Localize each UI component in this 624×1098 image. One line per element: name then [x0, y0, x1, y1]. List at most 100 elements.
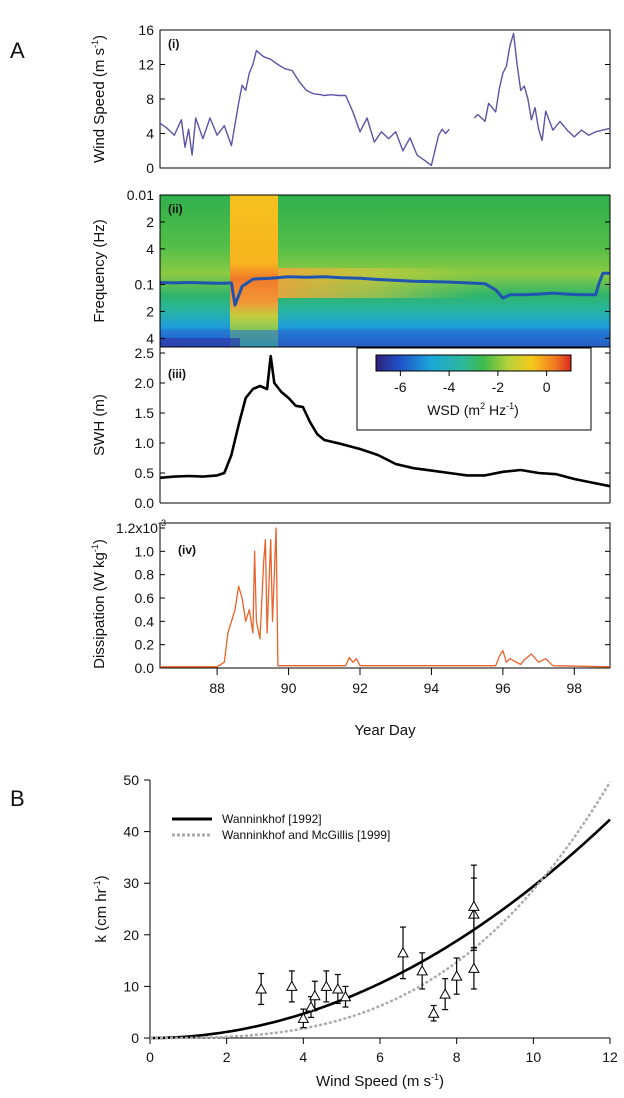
- dissipation-panel-label: (iv): [178, 543, 196, 557]
- dissipation-y-tick-label: 1.2x10-3: [116, 518, 166, 536]
- spectrogram-panel: (ii) 0.01 2 4 0.1 2 4 Frequency (Hz): [91, 187, 611, 348]
- data-point-triangle: [331, 982, 344, 994]
- gas-y-tick-label: 20: [123, 927, 139, 943]
- year-day-tick-label: 88: [209, 680, 225, 696]
- gas-x-tick-label: 0: [146, 1049, 154, 1065]
- legend-wm99-label: Wanninkhof and McGillis [1999]: [222, 828, 390, 842]
- data-point-triangle: [450, 970, 463, 981]
- panel-letter-a: A: [10, 38, 25, 63]
- data-point-triangle: [427, 1007, 440, 1018]
- year-day-tick-label: 94: [424, 680, 440, 696]
- gas-y-tick-label: 50: [123, 772, 139, 788]
- colorbar-label: WSD (m2 Hz-1): [427, 401, 519, 418]
- colorbar-gradient: [375, 354, 572, 372]
- data-point-triangle: [305, 1001, 317, 1012]
- wanninkhof-1992-curve: [150, 818, 611, 1040]
- swh-y-tick-label: 2.5: [135, 345, 155, 361]
- year-day-tick-label: 98: [566, 680, 582, 696]
- frequency-y-tick-label: 0.1: [135, 276, 155, 292]
- gas-y-tick-label: 40: [123, 824, 139, 840]
- wind-speed-panel: (i) 0 4 8 12 16 Wind Speed (m s-1): [90, 22, 611, 176]
- dissipation-ylabel: Dissipation (W kg-1): [90, 539, 108, 669]
- year-day-xlabel: Year Day: [354, 722, 416, 739]
- data-point-triangle: [468, 962, 480, 973]
- legend-w92-label: Wanninkhof [1992]: [222, 812, 322, 826]
- year-day-tick-label: 96: [495, 680, 511, 696]
- wind-speed-y-tick-label: 4: [146, 126, 154, 142]
- peak-frequency-line: [159, 271, 610, 307]
- gas-x-tick-label: 8: [453, 1049, 461, 1065]
- wind-speed-frame: [159, 29, 611, 169]
- data-point-triangle: [339, 990, 352, 1002]
- dissipation-frame: [159, 522, 611, 669]
- wind-speed-y-tick-label: 12: [138, 57, 154, 73]
- spectrogram-frame: [159, 194, 611, 348]
- gas-transfer-xlabel: Wind Speed (m s-1): [316, 1072, 444, 1090]
- swh-panel: (iii) 0.0 0.5 1.0 1.5 2.0 2.5 SWH (m) -6 -4 -2 0…: [91, 345, 611, 511]
- data-point-triangle: [468, 900, 480, 911]
- data-point-triangle: [255, 982, 268, 994]
- wind-speed-line-0: [159, 50, 450, 167]
- spectrogram-panel-label: (ii): [168, 202, 183, 216]
- wanninkhof-mcgillis-1999-curve: [150, 781, 612, 1040]
- year-day-tick-label: 90: [281, 680, 297, 696]
- swh-panel-label: (iii): [168, 367, 186, 381]
- swh-ylabel: SWH (m): [91, 394, 108, 456]
- data-point-triangle: [308, 989, 321, 1001]
- data-point-triangle: [397, 946, 409, 958]
- gas-x-tick-label: 2: [223, 1049, 231, 1065]
- swh-line: [159, 354, 611, 488]
- dissipation-y-tick-label: 0.8: [135, 567, 155, 583]
- data-point-triangle: [320, 980, 333, 991]
- wind-speed-line-1: [473, 32, 611, 142]
- gas-x-tick-label: 6: [376, 1049, 384, 1065]
- colorbar-tick-label: 0: [543, 379, 551, 395]
- colorbar: -6 -4 -2 0 WSD (m2 Hz-1): [356, 347, 592, 431]
- panel-letter-b: B: [10, 786, 25, 811]
- gas-transfer-panel: 0 2 4 6 8 10 12 0 10 20 30 40 50 Wanninkhof [1992] …: [92, 772, 618, 1090]
- frequency-y-tick-label: 2: [146, 303, 154, 319]
- frequency-y-tick-label: 0.01: [127, 187, 154, 203]
- wind-speed-y-tick-label: 0: [146, 160, 154, 176]
- colorbar-tick-label: -2: [492, 379, 505, 395]
- data-point-triangle: [439, 988, 452, 999]
- swh-y-tick-label: 1.0: [135, 435, 155, 451]
- spectrogram-deep-band: [160, 338, 240, 347]
- wind-speed-y-tick-label: 8: [146, 91, 154, 107]
- frequency-y-tick-label: 4: [146, 330, 154, 346]
- gas-x-tick-label: 4: [299, 1049, 307, 1065]
- spectrogram-storm-band: [230, 195, 278, 347]
- gas-y-tick-label: 30: [123, 875, 139, 891]
- wind-speed-panel-label: (i): [168, 37, 179, 51]
- dissipation-panel: (iv) 0.0 0.2 0.4 0.6 0.8 1.0 1.2x10-3 88 90 92 94…: [90, 518, 611, 739]
- dissipation-y-tick-label: 0.0: [135, 660, 155, 676]
- dissipation-y-tick-label: 0.2: [135, 637, 155, 653]
- year-day-tick-label: 92: [352, 680, 368, 696]
- swh-y-tick-label: 1.5: [135, 405, 155, 421]
- dissipation-y-tick-label: 1.0: [135, 543, 155, 559]
- frequency-y-tick-label: 2: [146, 214, 154, 230]
- legend: Wanninkhof [1992] Wanninkhof and McGilli…: [172, 812, 390, 842]
- colorbar-tick-label: -6: [394, 379, 407, 395]
- swh-y-tick-label: 0.5: [135, 465, 155, 481]
- gas-y-tick-label: 0: [131, 1030, 139, 1046]
- data-point-triangle: [285, 980, 298, 991]
- gas-x-tick-label: 12: [602, 1049, 618, 1065]
- dissipation-line: [160, 527, 611, 668]
- dissipation-y-tick-label: 0.6: [135, 590, 155, 606]
- wind-speed-ylabel: Wind Speed (m s-1): [90, 35, 108, 163]
- spectrogram-ylabel: Frequency (Hz): [91, 219, 108, 322]
- colorbar-tick-label: -4: [443, 379, 456, 395]
- data-point-triangle: [297, 1012, 310, 1023]
- gas-x-tick-label: 10: [526, 1049, 542, 1065]
- gas-y-tick-label: 10: [123, 978, 139, 994]
- frequency-y-tick-label: 4: [146, 241, 154, 257]
- spectrogram-low-band: [160, 330, 610, 347]
- swh-y-tick-label: 0.0: [135, 495, 155, 511]
- dissipation-y-tick-label: 0.4: [135, 613, 155, 629]
- gas-transfer-ylabel: k (cm hr-1): [92, 875, 110, 942]
- wind-speed-y-tick-label: 16: [138, 22, 154, 38]
- data-point-triangle: [416, 964, 429, 976]
- swh-y-tick-label: 2.0: [135, 375, 155, 391]
